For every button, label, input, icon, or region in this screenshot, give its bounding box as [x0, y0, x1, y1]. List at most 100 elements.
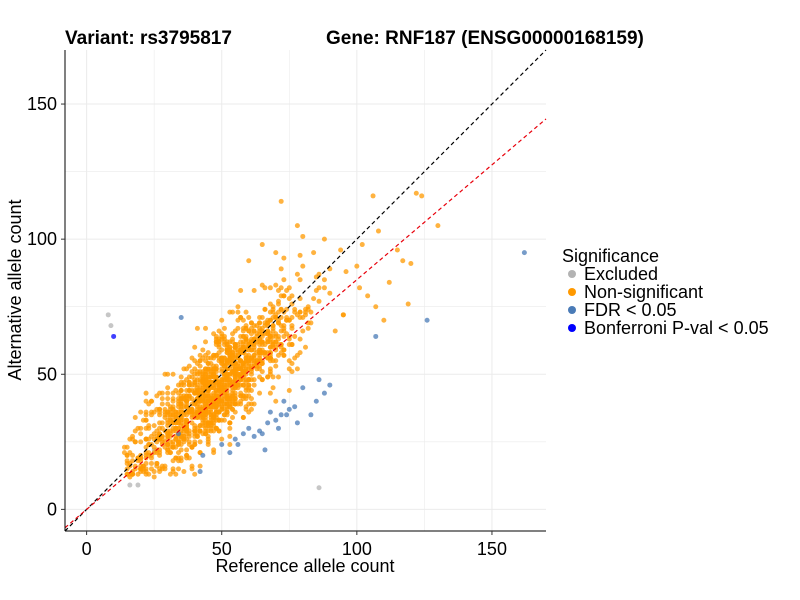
x-tick-label: 100 — [342, 539, 372, 559]
point-non-significant — [132, 439, 138, 445]
point-fdr-0-05 — [294, 420, 300, 426]
point-fdr-0-05 — [197, 469, 203, 475]
point-non-significant — [343, 269, 349, 275]
point-fdr-0-05 — [275, 425, 281, 431]
point-non-significant — [157, 406, 163, 412]
point-non-significant — [332, 328, 338, 334]
legend-key-non-significant — [568, 288, 576, 296]
point-non-significant — [181, 433, 187, 439]
point-non-significant — [248, 325, 254, 331]
point-non-significant — [211, 369, 217, 375]
point-non-significant — [151, 469, 157, 475]
point-non-significant — [178, 387, 184, 393]
point-non-significant — [165, 420, 171, 426]
identity-line — [64, 49, 547, 532]
point-non-significant — [213, 374, 219, 380]
point-non-significant — [197, 358, 203, 364]
point-fdr-0-05 — [227, 450, 233, 456]
point-non-significant — [146, 452, 152, 458]
point-non-significant — [235, 309, 241, 315]
point-non-significant — [278, 323, 284, 329]
point-non-significant — [357, 285, 363, 291]
point-non-significant — [273, 282, 279, 288]
point-non-significant — [275, 374, 281, 380]
point-non-significant — [373, 304, 379, 310]
point-non-significant — [124, 452, 130, 458]
point-non-significant — [248, 320, 254, 326]
point-non-significant — [178, 374, 184, 380]
point-non-significant — [175, 382, 181, 388]
point-non-significant — [165, 396, 171, 402]
point-non-significant — [297, 252, 303, 258]
point-non-significant — [232, 363, 238, 369]
point-non-significant — [162, 463, 168, 469]
legend-title: Significance — [562, 246, 659, 266]
y-tick-label: 150 — [27, 94, 57, 114]
point-fdr-0-05 — [278, 412, 284, 418]
legend-key-bonferroni-p-val-0-05 — [568, 324, 576, 332]
point-non-significant — [259, 325, 265, 331]
point-non-significant — [167, 439, 173, 445]
point-non-significant — [227, 360, 233, 366]
point-non-significant — [370, 193, 376, 199]
point-non-significant — [386, 279, 392, 285]
point-non-significant — [205, 396, 211, 402]
point-non-significant — [230, 336, 236, 342]
point-non-significant — [181, 417, 187, 423]
point-non-significant — [232, 342, 238, 348]
point-non-significant — [300, 233, 306, 239]
point-non-significant — [354, 263, 360, 269]
point-non-significant — [224, 374, 230, 380]
point-non-significant — [165, 390, 171, 396]
point-excluded — [127, 482, 133, 488]
point-non-significant — [230, 309, 236, 315]
point-non-significant — [192, 425, 198, 431]
point-non-significant — [221, 393, 227, 399]
point-non-significant — [246, 258, 252, 264]
point-non-significant — [278, 198, 284, 204]
point-excluded — [108, 323, 114, 329]
point-non-significant — [197, 463, 203, 469]
point-non-significant — [259, 282, 265, 288]
point-non-significant — [257, 320, 263, 326]
point-non-significant — [148, 398, 154, 404]
legend-key-excluded — [568, 270, 576, 278]
point-non-significant — [178, 401, 184, 407]
point-non-significant — [286, 366, 292, 372]
point-non-significant — [243, 393, 249, 399]
point-non-significant — [205, 433, 211, 439]
point-non-significant — [165, 385, 171, 391]
point-fdr-0-05 — [200, 452, 206, 458]
point-non-significant — [246, 401, 252, 407]
point-non-significant — [213, 363, 219, 369]
point-non-significant — [221, 339, 227, 345]
point-non-significant — [197, 428, 203, 434]
point-fdr-0-05 — [232, 436, 238, 442]
point-non-significant — [254, 360, 260, 366]
point-non-significant — [208, 360, 214, 366]
point-non-significant — [167, 404, 173, 410]
point-non-significant — [375, 228, 381, 234]
point-non-significant — [232, 369, 238, 375]
point-non-significant — [159, 396, 165, 402]
point-non-significant — [219, 333, 225, 339]
point-non-significant — [200, 398, 206, 404]
point-non-significant — [221, 355, 227, 361]
point-non-significant — [259, 369, 265, 375]
point-non-significant — [159, 401, 165, 407]
point-non-significant — [216, 344, 222, 350]
fitted-ratio-line — [64, 118, 547, 529]
point-non-significant — [238, 366, 244, 372]
point-non-significant — [275, 301, 281, 307]
point-non-significant — [294, 366, 300, 372]
point-non-significant — [211, 415, 217, 421]
point-non-significant — [251, 382, 257, 388]
point-non-significant — [267, 285, 273, 291]
point-non-significant — [340, 312, 346, 318]
point-non-significant — [205, 350, 211, 356]
point-non-significant — [167, 471, 173, 477]
point-non-significant — [297, 336, 303, 342]
point-non-significant — [270, 385, 276, 391]
point-non-significant — [224, 406, 230, 412]
point-non-significant — [238, 350, 244, 356]
